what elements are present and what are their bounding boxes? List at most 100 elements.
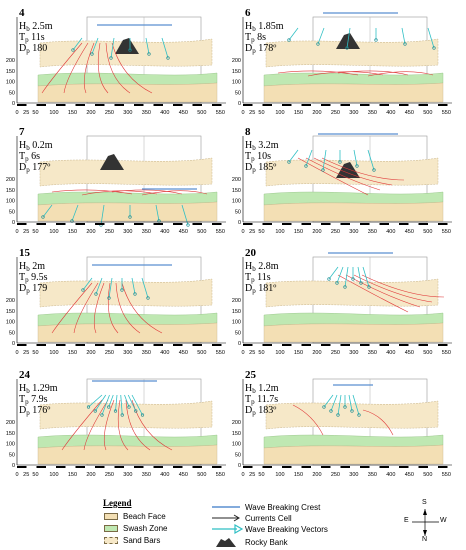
current-cell-path <box>125 399 151 451</box>
wave-vector <box>288 149 299 163</box>
current-cell-path <box>277 70 359 76</box>
sand-bars-area <box>265 278 439 308</box>
scale-bar-segment <box>134 344 144 346</box>
y-tick-label: 0 <box>12 341 15 347</box>
scale-bar-segment <box>379 466 389 468</box>
y-tick-label: 200 <box>232 177 241 183</box>
x-tick-label: 450 <box>179 472 188 478</box>
wave-vector-head <box>403 42 407 46</box>
panel-15: 0 25 50 100 150 200 250 300 350 400 450 500 55005010… <box>6 247 226 356</box>
wave-vector-head <box>287 38 291 42</box>
y-tick-label: 150 <box>232 69 241 75</box>
x-tick-label: 500 <box>423 350 432 356</box>
wave-vector <box>353 149 358 167</box>
x-tick-label: 350 <box>142 472 151 478</box>
current-cell-path <box>297 157 369 196</box>
x-tick-label: 350 <box>368 472 377 478</box>
x-tick-label: 0 <box>15 350 18 356</box>
wave-vector <box>362 266 370 288</box>
beach-face-area <box>37 444 218 465</box>
x-tick-label: 550 <box>442 472 451 478</box>
y-tick-label: 100 <box>6 199 15 205</box>
x-tick-label: 100 <box>49 350 58 356</box>
x-tick-label: 400 <box>386 110 395 116</box>
y-tick-label: 50 <box>9 90 15 96</box>
sand-bars-area <box>39 400 213 430</box>
y-tick-label: 150 <box>6 188 15 194</box>
wave-vector-head <box>81 288 85 292</box>
current-cell-path <box>353 274 433 303</box>
scale-bar-segment <box>114 223 124 225</box>
scale-bar-segment <box>301 223 311 225</box>
scale-bar-segment <box>321 223 331 225</box>
x-tick-label: 25 <box>23 350 29 356</box>
panel-4: 0 25 50 100 150 200 250 300 350 400 450 500 55005010… <box>6 7 226 116</box>
wave-vector <box>357 266 362 284</box>
param-dp: Dp 185º <box>245 162 276 174</box>
x-tick-label: 300 <box>349 229 358 235</box>
wave-vector <box>108 277 113 299</box>
scale-bar-segment <box>379 344 389 346</box>
x-tick-label: 450 <box>405 472 414 478</box>
wave-vector-head <box>109 56 113 60</box>
current-cell-path <box>337 70 409 76</box>
current-cell-path <box>107 282 119 334</box>
wave-vector-head <box>166 56 170 60</box>
y-tick-label: 150 <box>6 69 15 75</box>
y-tick-label: 50 <box>235 90 241 96</box>
panel-24: 0 25 50 100 150 200 250 300 350 400 450 500 55005010… <box>6 369 226 478</box>
wave-vector <box>181 204 189 226</box>
scale-bar-segment <box>418 466 428 468</box>
scale-bar-segment <box>438 104 448 106</box>
x-tick-label: 200 <box>312 229 321 235</box>
x-tick-label: 100 <box>275 350 284 356</box>
scale-bar-segment <box>153 104 163 106</box>
wave-vector-head <box>107 405 111 409</box>
x-tick-label: 50 <box>32 472 38 478</box>
current-cell-path <box>345 274 421 308</box>
x-tick-label: 0 <box>15 229 18 235</box>
wave-vector <box>100 204 105 226</box>
y-tick-label: 150 <box>232 431 241 437</box>
wave-vector-head <box>127 405 131 409</box>
x-tick-label: 400 <box>160 350 169 356</box>
legend-currents-label: Currents Cell <box>245 514 292 523</box>
wave-vector-head <box>367 285 371 289</box>
wave-vector <box>124 394 130 408</box>
scale-bar-segment <box>418 104 428 106</box>
param-tp: Tp 7.9s <box>19 394 48 406</box>
x-tick-label: 300 <box>123 110 132 116</box>
x-tick-label: 150 <box>68 110 77 116</box>
wave-vector-head <box>316 42 320 46</box>
scale-bar-segment <box>262 104 272 106</box>
param-dp: Dp 177º <box>19 162 50 174</box>
y-tick-label: 100 <box>232 320 241 326</box>
swash-zone-swatch <box>104 525 118 533</box>
scale-bar-segment <box>438 344 448 346</box>
wave-vector-head <box>120 288 124 292</box>
x-tick-label: 250 <box>331 472 340 478</box>
current-cell-path <box>321 157 405 181</box>
wave-vector-head <box>134 409 138 413</box>
scale-bar-segment <box>134 466 144 468</box>
wave-vector <box>91 37 99 55</box>
current-cell-path <box>63 42 89 94</box>
wave-vector <box>305 149 313 167</box>
wave-vector-head <box>146 296 150 300</box>
x-tick-label: 400 <box>160 472 169 478</box>
param-hb: Hb 1.2m <box>245 383 279 395</box>
wave-vector <box>322 149 327 171</box>
wave-vector-head <box>345 46 349 50</box>
sand-bars-area <box>265 400 439 430</box>
scale-bar-segment <box>340 344 350 346</box>
current-cell-path <box>105 42 131 94</box>
param-hb: Hb 0.2m <box>19 140 53 152</box>
wave-vector-head <box>94 292 98 296</box>
current-cell-path <box>337 274 409 313</box>
scale-bar-segment <box>75 104 85 106</box>
wave-vector <box>145 37 150 55</box>
y-tick-label: 0 <box>238 463 241 469</box>
y-tick-label: 50 <box>235 452 241 458</box>
x-tick-label: 350 <box>142 110 151 116</box>
